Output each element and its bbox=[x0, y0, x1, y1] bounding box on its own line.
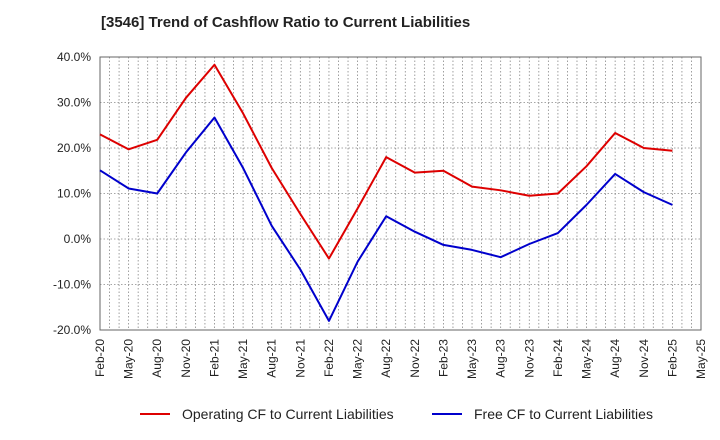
y-tick-label: 10.0% bbox=[57, 187, 91, 201]
x-tick-label: May-25 bbox=[694, 339, 708, 379]
operating-cf-line bbox=[99, 63, 673, 260]
x-tick-label: Nov-20 bbox=[179, 339, 193, 378]
y-tick-label: 40.0% bbox=[57, 50, 91, 64]
x-tick-label: Aug-23 bbox=[494, 339, 508, 378]
x-tick-label: Feb-25 bbox=[665, 339, 679, 377]
y-tick-label: -10.0% bbox=[53, 278, 91, 292]
x-tick-label: Aug-21 bbox=[265, 339, 279, 378]
x-tick-label: May-20 bbox=[122, 339, 136, 379]
x-tick-label: Feb-22 bbox=[322, 339, 336, 377]
x-tick-label: Feb-20 bbox=[93, 339, 107, 377]
x-tick-label: Nov-21 bbox=[293, 339, 307, 378]
plot-border bbox=[99, 56, 702, 331]
x-tick-label: Nov-24 bbox=[637, 339, 651, 378]
y-tick-label: 0.0% bbox=[64, 232, 92, 246]
chart-title: [3546] Trend of Cashflow Ratio to Curren… bbox=[101, 14, 471, 31]
x-tick-label: May-21 bbox=[236, 339, 250, 379]
x-tick-label: May-22 bbox=[351, 339, 365, 379]
y-tick-label: 20.0% bbox=[57, 141, 91, 155]
legend-label: Operating CF to Current Liabilities bbox=[182, 406, 394, 422]
x-tick-label: Feb-23 bbox=[436, 339, 450, 377]
x-tick-label: Feb-24 bbox=[551, 339, 565, 377]
x-tick-label: Nov-23 bbox=[522, 339, 536, 378]
legend-label: Free CF to Current Liabilities bbox=[474, 406, 653, 422]
x-tick-label: Aug-20 bbox=[150, 339, 164, 378]
x-tick-label: May-23 bbox=[465, 339, 479, 379]
y-tick-label: -20.0% bbox=[53, 323, 91, 337]
plot-area bbox=[100, 57, 701, 330]
free-cf-line bbox=[99, 116, 673, 322]
y-tick-label: 30.0% bbox=[57, 96, 91, 110]
x-tick-label: May-24 bbox=[580, 339, 594, 379]
x-tick-label: Nov-22 bbox=[408, 339, 422, 378]
x-tick-label: Aug-22 bbox=[379, 339, 393, 378]
x-tick-label: Aug-24 bbox=[608, 339, 622, 378]
x-tick-label: Feb-21 bbox=[207, 339, 221, 377]
